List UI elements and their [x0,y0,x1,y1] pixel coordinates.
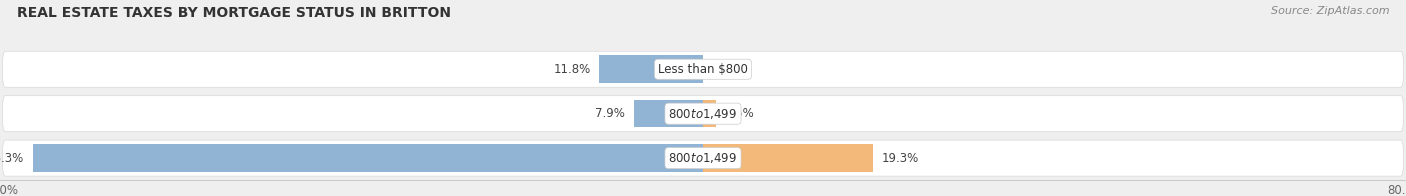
Text: Source: ZipAtlas.com: Source: ZipAtlas.com [1271,6,1389,16]
Text: 76.3%: 76.3% [0,152,24,165]
Text: 11.8%: 11.8% [554,63,591,76]
Text: 19.3%: 19.3% [882,152,918,165]
FancyBboxPatch shape [3,51,1403,87]
Text: 1.5%: 1.5% [725,107,755,120]
Text: $800 to $1,499: $800 to $1,499 [668,151,738,165]
Text: Less than $800: Less than $800 [658,63,748,76]
FancyBboxPatch shape [3,140,1403,176]
Bar [703,144,873,172]
Text: $800 to $1,499: $800 to $1,499 [668,107,738,121]
Bar [599,55,703,83]
Text: REAL ESTATE TAXES BY MORTGAGE STATUS IN BRITTON: REAL ESTATE TAXES BY MORTGAGE STATUS IN … [17,6,451,20]
FancyBboxPatch shape [3,96,1403,132]
Bar [634,100,703,127]
Bar [703,100,716,127]
Text: 7.9%: 7.9% [595,107,624,120]
Text: 0.0%: 0.0% [711,63,741,76]
Bar [32,144,703,172]
